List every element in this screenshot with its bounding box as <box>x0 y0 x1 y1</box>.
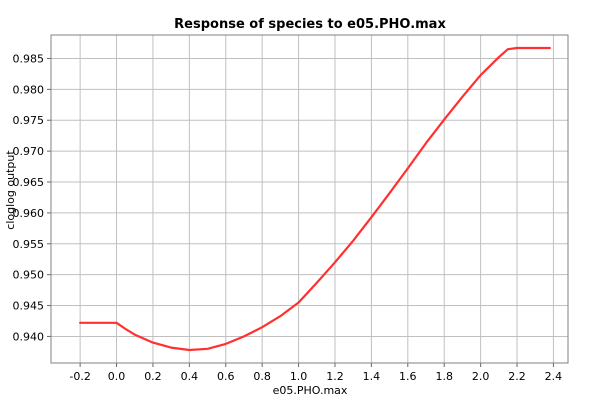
y-tick-label: 0.945 <box>13 300 45 313</box>
y-tick-label: 0.955 <box>13 238 45 251</box>
x-tick-label: 1.6 <box>399 370 417 383</box>
y-tick-label: 0.965 <box>13 176 45 189</box>
y-axis-label: cloglog output <box>4 150 17 230</box>
x-tick-label: 1.8 <box>435 370 453 383</box>
y-tick-label: 0.960 <box>13 207 45 220</box>
y-tick-label: 0.940 <box>13 330 45 343</box>
y-tick-label: 0.970 <box>13 145 45 158</box>
x-tick-label: 2.0 <box>472 370 490 383</box>
y-tick-label: 0.980 <box>13 83 45 96</box>
y-tick-label: 0.975 <box>13 114 45 127</box>
chart-title: Response of species to e05.PHO.max <box>174 17 446 32</box>
plot-background <box>51 35 568 363</box>
y-tick-label: 0.985 <box>13 52 45 65</box>
x-tick-label: 0.2 <box>144 370 162 383</box>
x-tick-label: 0.6 <box>217 370 235 383</box>
x-tick-label: 1.2 <box>326 370 344 383</box>
x-tick-label: 1.4 <box>363 370 381 383</box>
x-tick-label: 0.0 <box>108 370 126 383</box>
plot-area: -0.2 0.0 0.2 0.4 0.6 0.8 1.0 1.2 1.4 1.6 1.8 2.0 2.2… <box>13 34 569 383</box>
x-tick-label: 1.0 <box>290 370 308 383</box>
x-tick-label: 0.8 <box>253 370 271 383</box>
series-line <box>78 46 551 352</box>
x-tick-label: 0.4 <box>181 370 199 383</box>
x-tick-label: 2.2 <box>508 370 526 383</box>
x-axis-label: e05.PHO.max <box>273 384 348 397</box>
plot-border <box>50 34 569 364</box>
x-tick-label: -0.2 <box>69 370 90 383</box>
x-tick-label: 2.4 <box>545 370 563 383</box>
y-tick-label: 0.950 <box>13 269 45 282</box>
